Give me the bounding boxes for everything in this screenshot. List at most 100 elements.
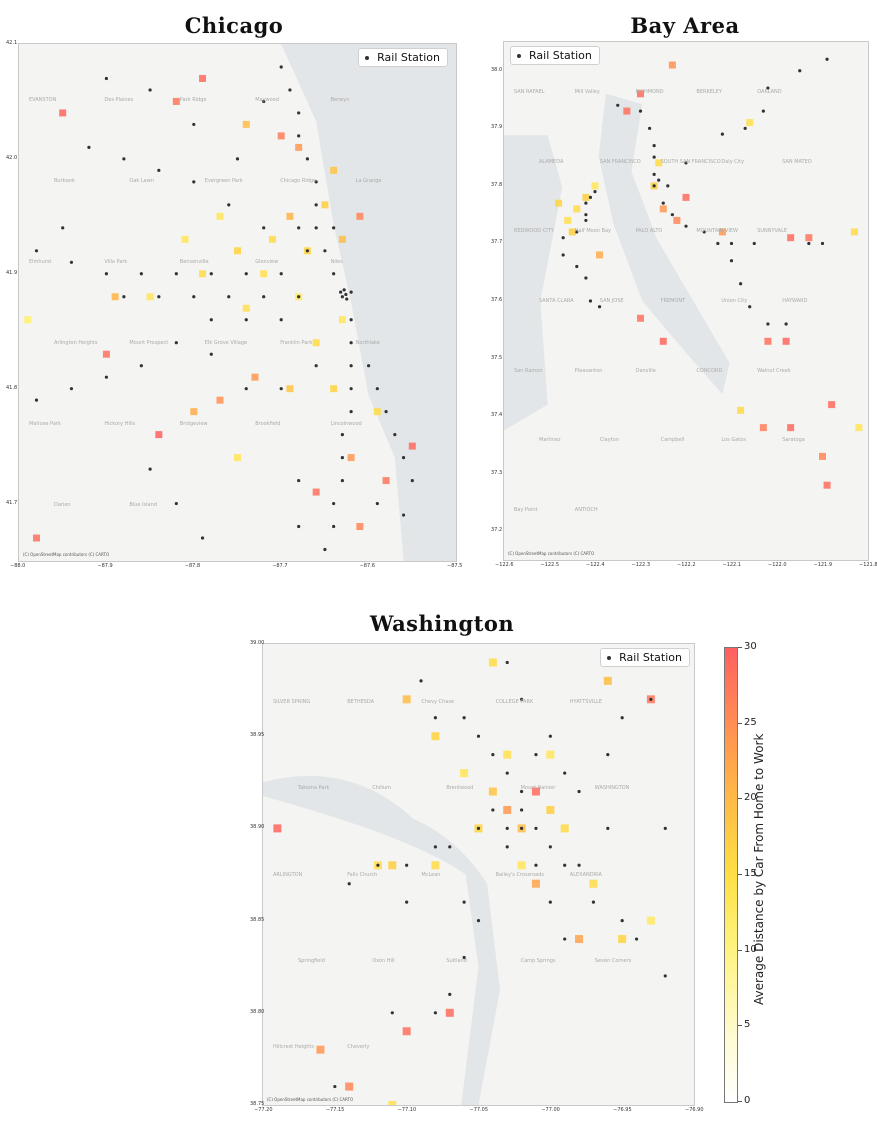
- rail-station-point: [345, 297, 349, 301]
- rail-station-point: [505, 845, 509, 849]
- y-tick-label: 38.85: [250, 916, 265, 923]
- map-place-label: Darien: [54, 502, 71, 509]
- heat-cell: [488, 658, 497, 667]
- rail-station-point: [577, 789, 581, 794]
- rail-station-point: [563, 937, 567, 941]
- heat-cell: [356, 523, 364, 531]
- rail-station-point: [825, 57, 829, 61]
- heat-cell: [260, 270, 268, 278]
- rail-station-point: [235, 157, 240, 161]
- rail-station-point: [34, 249, 39, 253]
- x-tick-label: −76.95: [613, 1107, 632, 1113]
- rail-station-point: [462, 716, 466, 720]
- rail-station-point: [297, 134, 301, 138]
- colorbar-tick-label: 0: [744, 1095, 751, 1106]
- map-place-label: SILVER SPRING: [273, 699, 311, 706]
- rail-station-point: [663, 974, 667, 978]
- rail-station-point: [375, 501, 379, 506]
- heat-cell: [190, 408, 198, 416]
- map-place-label: Suitland: [446, 957, 467, 964]
- y-tick-label: 42.0: [6, 154, 18, 161]
- x-tick-label: −122.2: [677, 562, 696, 568]
- rail-station-point: [663, 826, 667, 830]
- washington-legend: Rail Station: [600, 648, 690, 667]
- rail-station-point: [505, 826, 509, 830]
- rail-station-point: [462, 955, 466, 960]
- rail-station-point: [192, 180, 196, 184]
- rail-station-point: [339, 290, 343, 294]
- map-place-label: ALEXANDRIA: [569, 871, 602, 878]
- rail-station-point: [649, 697, 653, 701]
- rail-station-point: [174, 501, 178, 506]
- rail-station-point: [491, 808, 495, 812]
- map-place-label: Glenview: [255, 258, 279, 265]
- rail-station-point: [661, 201, 665, 205]
- map-place-label: Chillum: [372, 785, 392, 792]
- heat-cell: [199, 270, 207, 278]
- heat-cell: [782, 337, 790, 345]
- rail-station-point: [520, 808, 524, 812]
- heat-cell: [546, 750, 555, 759]
- rail-station-point: [34, 398, 39, 402]
- rail-station-point: [761, 109, 765, 113]
- rail-station-point: [419, 679, 423, 683]
- rail-station-point: [593, 190, 597, 194]
- heat-cell: [321, 201, 329, 209]
- rail-station-point: [340, 478, 344, 483]
- map-place-label: Mount Rainier: [520, 785, 556, 792]
- map-place-label: Seven Corners: [594, 957, 632, 964]
- rail-station-point: [491, 753, 495, 757]
- map-place-label: Blue Island: [129, 502, 157, 509]
- heat-cell: [460, 769, 469, 778]
- rail-station-point: [349, 290, 353, 294]
- y-tick-label: 37.5: [491, 354, 503, 361]
- map-place-label: Oxon Hill: [372, 957, 395, 964]
- chicago-credit: (C) OpenStreetMap contributors (C) CARTO: [23, 552, 110, 557]
- rail-station-point: [393, 433, 397, 437]
- y-tick-label: 38.80: [250, 1008, 265, 1015]
- map-place-label: Des Plaines: [104, 96, 134, 103]
- rail-station-point: [262, 226, 266, 230]
- heat-cell: [402, 695, 411, 704]
- x-tick-label: −121.9: [813, 562, 833, 568]
- colorbar-tick-mark: [738, 647, 742, 648]
- rail-station-point: [766, 322, 770, 326]
- lake-michigan: [281, 44, 456, 561]
- x-tick-label: −88.0: [10, 563, 26, 569]
- x-tick-label: −122.6: [495, 562, 514, 568]
- y-tick-label: 37.4: [491, 412, 503, 419]
- rail-station-point: [174, 272, 178, 276]
- chicago-title: Chicago: [184, 13, 284, 38]
- rail-station-point: [720, 132, 724, 136]
- rail-station-point: [323, 547, 327, 552]
- rail-station-point: [652, 184, 656, 188]
- rail-station-point: [807, 241, 811, 246]
- bay-area-credit: (C) OpenStreetMap contributors (C) CARTO: [508, 551, 595, 556]
- heat-cell: [199, 74, 207, 82]
- heat-cell: [338, 316, 346, 324]
- chicago-map-plot: [24, 44, 456, 561]
- map-place-label: Mount Prospect: [129, 340, 169, 347]
- map-place-label: Brookfield: [255, 421, 281, 428]
- rail-station-point: [520, 826, 524, 830]
- y-tick-label: 37.6: [491, 297, 503, 303]
- rail-station-point: [209, 352, 213, 356]
- washington-credit: (C) OpenStreetMap contributors (C) CARTO: [267, 1097, 354, 1102]
- x-tick-label: −122.0: [768, 562, 787, 568]
- map-place-label: ALAMEDA: [539, 158, 564, 165]
- y-tick-label: 38.0: [491, 66, 503, 73]
- rail-station-point: [820, 241, 825, 246]
- rail-station-point: [684, 161, 688, 165]
- rail-station-point: [333, 1084, 337, 1089]
- heat-cell: [718, 228, 726, 236]
- map-place-label: Brentwood: [446, 785, 474, 792]
- x-tick-label: −77.10: [397, 1107, 417, 1113]
- rail-station-point: [332, 272, 336, 276]
- x-tick-label: −122.1: [722, 562, 742, 568]
- map-place-label: COLLEGE PARK: [495, 699, 534, 706]
- rail-station-point: [367, 364, 371, 368]
- map-place-label: Martinez: [539, 437, 561, 444]
- bay-area-legend-label: Rail Station: [529, 49, 592, 62]
- rail-station-point: [332, 524, 336, 529]
- map-place-label: FREMONT: [660, 298, 686, 304]
